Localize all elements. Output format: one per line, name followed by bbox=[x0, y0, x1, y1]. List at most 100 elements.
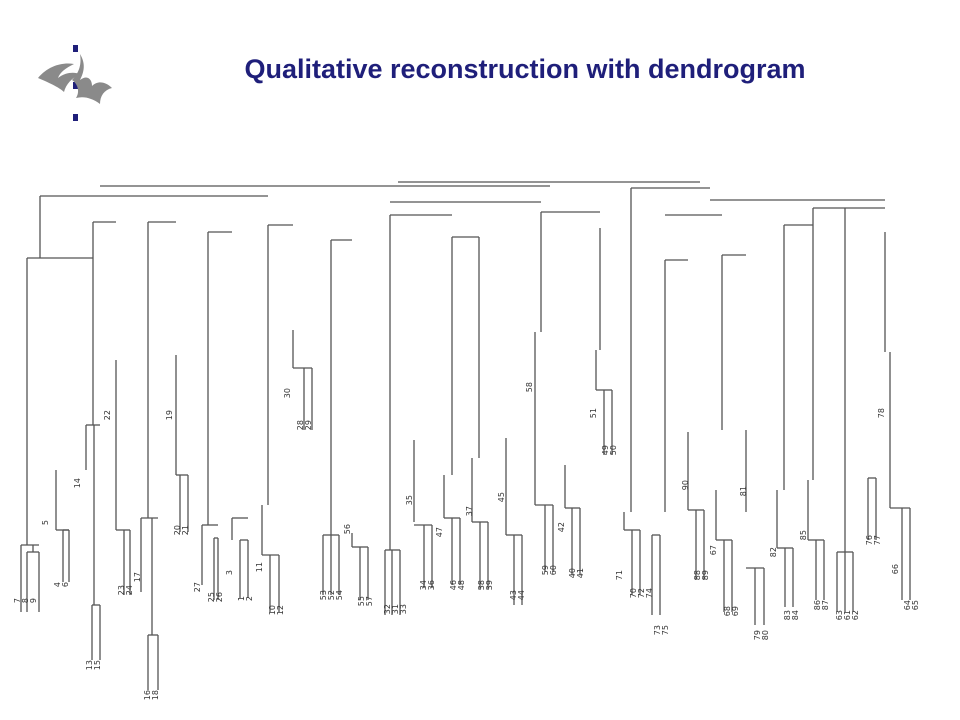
leaf-label: 67 bbox=[709, 545, 718, 555]
leaf-label-group-3: 14 bbox=[73, 478, 82, 488]
leaf-label: 47 bbox=[435, 527, 444, 537]
leaf-label-group-22: 32 31 33 bbox=[383, 604, 408, 614]
leaf-label: 39 bbox=[485, 580, 494, 590]
leaf-label-group-6: 23 24 bbox=[117, 585, 134, 595]
leaf-label: 59 bbox=[541, 565, 550, 575]
leaf-label: 85 bbox=[799, 530, 808, 540]
leaf-label: 6 bbox=[61, 582, 70, 587]
leaf-label-group-5: 22 bbox=[103, 410, 112, 420]
leaf-label: 37 bbox=[465, 506, 474, 516]
leaf-label: 22 bbox=[103, 410, 112, 420]
leaf-label: 27 bbox=[193, 582, 202, 592]
leaf-label: 87 bbox=[821, 600, 830, 610]
leaf-label: 15 bbox=[93, 660, 102, 670]
leaf-label: 51 bbox=[589, 408, 598, 418]
leaf-label-group-29: 45 bbox=[497, 492, 506, 502]
leaf-label-group-35: 51 bbox=[589, 408, 598, 418]
leaf-label: 31 bbox=[391, 604, 400, 614]
leaf-label-group-26: 46 48 bbox=[449, 580, 466, 590]
leaf-label: 33 bbox=[399, 604, 408, 614]
leaf-label: 79 bbox=[753, 630, 762, 640]
leaf-label: 63 bbox=[835, 610, 844, 620]
leaf-label: 16 bbox=[143, 690, 152, 700]
leaf-label: 74 bbox=[645, 588, 654, 598]
leaf-label: 3 bbox=[225, 570, 234, 575]
leaf-label: 82 bbox=[769, 547, 778, 557]
slide-title: Qualitative reconstruction with dendrogr… bbox=[244, 54, 806, 84]
leaf-label-group-30: 43 44 bbox=[509, 590, 526, 600]
leaf-label: 44 bbox=[517, 590, 526, 600]
leaf-label-group-4: 13 15 bbox=[85, 660, 102, 670]
leaf-label: 81 bbox=[739, 486, 748, 496]
leaf-label: 76 bbox=[865, 535, 874, 545]
leaf-label: 56 bbox=[343, 524, 352, 534]
leaf-label: 62 bbox=[851, 610, 860, 620]
leaf-label-group-47: 83 84 bbox=[783, 610, 800, 620]
flame-right-shape bbox=[72, 54, 112, 104]
leaf-label: 12 bbox=[276, 605, 285, 615]
university-logo bbox=[30, 40, 120, 125]
dendrogram-links bbox=[20, 181, 911, 690]
leaf-label: 20 bbox=[173, 525, 182, 535]
leaf-label-group-20: 56 bbox=[343, 524, 352, 534]
leaf-label: 83 bbox=[783, 610, 792, 620]
leaf-label-group-12: 25 26 bbox=[207, 592, 224, 602]
leaf-label-group-2: 5 bbox=[41, 520, 50, 525]
leaf-label-group-49: 86 87 bbox=[813, 600, 830, 610]
leaf-label-group-37: 71 bbox=[615, 570, 624, 580]
logo-dot-top bbox=[73, 45, 78, 52]
leaf-label: 86 bbox=[813, 600, 822, 610]
leaf-label: 78 bbox=[877, 408, 886, 418]
leaf-label: 8 bbox=[21, 598, 30, 603]
leaf-label: 29 bbox=[304, 420, 313, 430]
leaf-label: 40 bbox=[568, 568, 577, 578]
leaf-label: 9 bbox=[29, 598, 38, 603]
leaf-label: 89 bbox=[701, 570, 710, 580]
leaf-label: 32 bbox=[383, 604, 392, 614]
leaf-label: 5 bbox=[41, 520, 50, 525]
leaf-label: 19 bbox=[165, 410, 174, 420]
leaf-label: 26 bbox=[215, 592, 224, 602]
leaf-label: 84 bbox=[791, 610, 800, 620]
leaf-label-group-18: 28 29 bbox=[296, 420, 313, 430]
leaf-label: 7 bbox=[13, 598, 22, 603]
leaf-label: 41 bbox=[576, 568, 585, 578]
leaf-label-group-33: 42 bbox=[557, 522, 566, 532]
leaf-label: 72 bbox=[637, 588, 646, 598]
leaf-label: 69 bbox=[731, 606, 740, 616]
leaf-label: 88 bbox=[693, 570, 702, 580]
leaf-label: 49 bbox=[601, 445, 610, 455]
leaf-label-group-53: 66 bbox=[891, 564, 900, 574]
leaf-label-group-16: 10 12 bbox=[268, 605, 285, 615]
leaf-label: 71 bbox=[615, 570, 624, 580]
leaf-label-group-25: 47 bbox=[435, 527, 444, 537]
leaf-label: 48 bbox=[457, 580, 466, 590]
leaf-label: 13 bbox=[85, 660, 94, 670]
leaf-label: 90 bbox=[681, 480, 690, 490]
flame-emblem-icon bbox=[38, 45, 112, 121]
leaf-label-group-8: 16 18 bbox=[143, 690, 160, 700]
leaf-label: 43 bbox=[509, 590, 518, 600]
leaf-label-group-21: 55 57 bbox=[357, 596, 374, 606]
leaf-label-group-10: 20 21 bbox=[173, 525, 190, 535]
leaf-label-group-51: 78 bbox=[877, 408, 886, 418]
leaf-label: 77 bbox=[873, 535, 882, 545]
leaf-label-group-17: 30 bbox=[283, 388, 292, 398]
leaf-label: 36 bbox=[427, 580, 436, 590]
leaf-label: 1 bbox=[237, 596, 246, 601]
leaf-label: 60 bbox=[549, 565, 558, 575]
leaf-label: 34 bbox=[419, 580, 428, 590]
leaf-label-group-41: 88 89 bbox=[693, 570, 710, 580]
leaf-label: 18 bbox=[151, 690, 160, 700]
leaf-label-group-42: 67 bbox=[709, 545, 718, 555]
leaf-label-group-15: 11 bbox=[255, 562, 264, 572]
leaf-label: 11 bbox=[255, 562, 264, 572]
leaf-label: 46 bbox=[449, 580, 458, 590]
leaf-label: 70 bbox=[629, 588, 638, 598]
leaf-label: 23 bbox=[117, 585, 126, 595]
logo-dot-middle bbox=[73, 82, 78, 89]
leaf-label-group-40: 90 bbox=[681, 480, 690, 490]
